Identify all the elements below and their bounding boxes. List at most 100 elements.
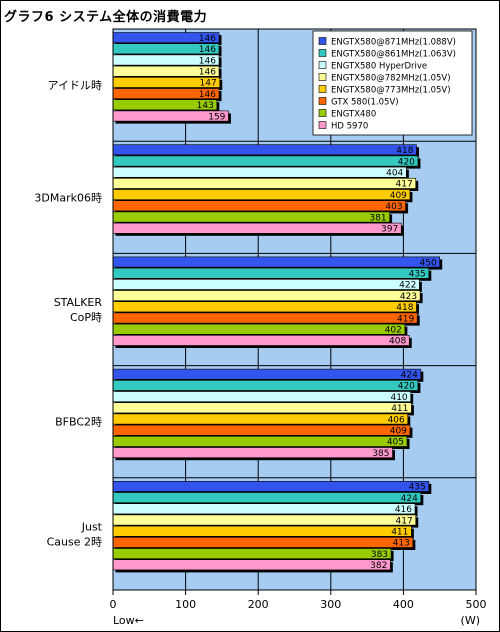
bar xyxy=(112,391,411,402)
bar-value-label: 146 xyxy=(199,45,216,55)
bar xyxy=(112,514,417,526)
bar-value-label: 419 xyxy=(397,314,414,324)
legend-label: GTX 580(1.05V) xyxy=(331,98,399,108)
bar xyxy=(112,267,430,279)
x-tick-label: 400 xyxy=(393,598,414,611)
legend-swatch xyxy=(318,37,327,45)
bar xyxy=(112,525,412,537)
bar xyxy=(112,368,422,380)
x-axis-low-label: Low← xyxy=(113,614,144,627)
bar-value-label: 409 xyxy=(390,427,407,437)
bar-value-label: 435 xyxy=(409,270,426,280)
bar-value-label: 450 xyxy=(420,258,437,268)
bar xyxy=(112,323,406,335)
bar xyxy=(112,211,390,223)
legend-label: HD 5970 xyxy=(331,122,368,132)
x-tick-label: 300 xyxy=(320,598,341,611)
bar xyxy=(112,536,414,548)
bar xyxy=(112,334,410,346)
bar xyxy=(112,480,430,492)
x-tick-label: 0 xyxy=(110,598,117,611)
x-tick-label: 500 xyxy=(466,598,487,611)
bar-value-label: 418 xyxy=(396,303,413,313)
bar-value-label: 146 xyxy=(199,90,216,100)
bar xyxy=(112,435,408,447)
legend-swatch xyxy=(318,49,327,57)
bar xyxy=(112,413,409,425)
bar xyxy=(112,447,393,458)
bar xyxy=(112,155,419,167)
x-axis-unit: (W) xyxy=(461,614,480,627)
bar xyxy=(112,548,392,559)
bar-value-label: 385 xyxy=(372,449,389,459)
legend-swatch xyxy=(318,85,327,93)
bar-value-label: 418 xyxy=(396,146,413,156)
bar xyxy=(112,256,441,268)
bar-value-label: 406 xyxy=(388,415,405,425)
bar xyxy=(112,379,419,391)
legend-swatch xyxy=(318,109,327,117)
bar-value-label: 143 xyxy=(197,101,214,111)
bar-value-label: 410 xyxy=(390,393,407,403)
bar xyxy=(112,312,418,324)
legend-swatch xyxy=(318,73,327,81)
bar-value-label: 146 xyxy=(199,68,216,78)
chart-title: グラフ6 システム全体の消費電力 xyxy=(4,10,208,25)
bar xyxy=(112,559,391,571)
bar-value-label: 403 xyxy=(385,202,402,212)
bar-value-label: 404 xyxy=(386,169,403,179)
bar-value-label: 411 xyxy=(391,528,408,538)
legend-label: ENGTX480 xyxy=(331,110,376,120)
bar xyxy=(112,492,422,503)
bar-value-label: 411 xyxy=(391,404,408,414)
legend-label: ENGTX580@773MHz(1.05V) xyxy=(331,86,451,96)
bar xyxy=(112,166,407,178)
bar-value-label: 413 xyxy=(393,539,410,549)
bar-value-label: 435 xyxy=(409,483,426,493)
x-tick-label: 200 xyxy=(248,598,269,611)
category-label: アイドル時 xyxy=(48,79,102,92)
legend-label: ENGTX580@871MHz(1.088V) xyxy=(331,38,456,48)
bar-value-label: 409 xyxy=(390,191,407,201)
bar-value-label: 159 xyxy=(208,112,225,122)
legend-swatch xyxy=(318,97,327,105)
category-label: BFBC2時 xyxy=(55,416,102,429)
bar xyxy=(112,278,420,290)
bar-value-label: 420 xyxy=(398,157,415,167)
category-label: Cause 2時 xyxy=(47,535,102,548)
bar-value-label: 402 xyxy=(385,326,402,336)
legend-swatch xyxy=(318,121,327,129)
x-tick-label: 100 xyxy=(175,598,196,611)
category-label: 3DMark06時 xyxy=(34,191,102,204)
bar xyxy=(112,200,406,212)
bar-value-label: 408 xyxy=(389,337,406,347)
legend-label: ENGTX580 HyperDrive xyxy=(331,62,427,72)
bar xyxy=(112,222,402,234)
bar xyxy=(112,178,417,189)
bar-value-label: 424 xyxy=(401,494,418,504)
bar-value-label: 383 xyxy=(371,550,388,560)
bar-value-label: 146 xyxy=(199,34,216,44)
legend-label: ENGTX580@782MHz(1.05V) xyxy=(331,74,451,84)
bar xyxy=(112,503,416,515)
bar xyxy=(112,402,412,414)
bar-value-label: 416 xyxy=(395,505,412,515)
legend xyxy=(312,30,473,136)
bar-value-label: 147 xyxy=(200,79,217,89)
bar-value-label: 420 xyxy=(398,382,415,392)
legend-swatch xyxy=(318,61,327,69)
bar-value-label: 381 xyxy=(369,213,386,223)
bar xyxy=(112,189,411,200)
bar-value-label: 417 xyxy=(396,180,413,190)
plot-border xyxy=(112,28,477,591)
bar-value-label: 397 xyxy=(381,225,398,235)
category-label: Just xyxy=(81,520,103,533)
bar xyxy=(112,290,421,301)
bar-value-label: 424 xyxy=(401,371,418,381)
category-label: STALKER xyxy=(54,296,103,309)
bar-value-label: 382 xyxy=(370,561,387,571)
bar-value-label: 417 xyxy=(396,516,413,526)
bar xyxy=(112,301,417,313)
bar xyxy=(112,424,411,436)
